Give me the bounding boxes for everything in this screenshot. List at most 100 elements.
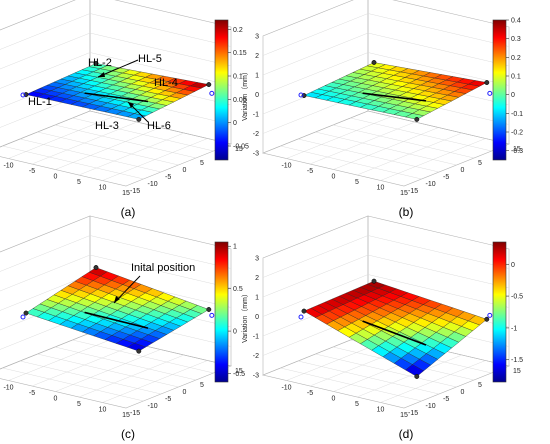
grid-line: [0, 235, 91, 272]
x-tick-label: -10: [281, 385, 291, 392]
initial-marker: [487, 90, 493, 96]
corner-marker: [136, 116, 142, 122]
grid-line: [367, 32, 510, 67]
colorbar-tick-label: 0: [233, 329, 237, 336]
initial-marker: [487, 312, 493, 318]
x-tick-label: -10: [281, 163, 291, 170]
x-tick-label: 0: [54, 174, 58, 181]
grid-line: [262, 13, 369, 56]
corner-marker: [371, 60, 377, 65]
leader-hl-5: [97, 59, 139, 78]
grid-line: [262, 254, 369, 298]
corner-marker: [93, 60, 99, 66]
colorbar: [214, 19, 229, 161]
z-tick-label: 1: [255, 73, 259, 80]
panel-caption: (c): [121, 427, 135, 441]
corner-marker: [23, 310, 29, 316]
colorbar-tick-label: 0.2: [511, 55, 521, 62]
colorbar-tick-label: -0.2: [511, 130, 523, 137]
x-tick-label: 5: [77, 401, 81, 408]
y-tick-label: -15: [130, 188, 140, 195]
grid-line: [262, 52, 369, 95]
y-tick-label: -5: [443, 396, 449, 403]
colorbar-tick-label: 0.5: [233, 286, 243, 293]
x-tick-label: 0: [54, 396, 58, 403]
z-tick-label: 2: [255, 275, 259, 282]
x-tick-label: -5: [307, 390, 313, 397]
x-tick-label: 15: [122, 190, 130, 197]
colorbar-tick-label: -0.5: [511, 294, 523, 301]
z-tick-label: -3: [253, 151, 259, 158]
grid-line: [262, 274, 369, 317]
colorbar-tick-label: 0: [233, 120, 237, 127]
colorbar-tick-label: -0.3: [511, 148, 523, 155]
y-tick-label: -10: [426, 181, 436, 188]
corner-marker: [206, 82, 212, 87]
grid-line: [367, 254, 510, 289]
x-tick-label: 0: [332, 396, 336, 403]
x-tick-label: 5: [355, 179, 359, 186]
y-tick-label: 5: [200, 160, 204, 167]
colorbar-tick-label: 0.1: [233, 74, 243, 81]
grid-line: [89, 32, 232, 67]
y-tick-label: 0: [183, 389, 187, 396]
colorbar-tick-label: -0.05: [233, 144, 249, 151]
grid-line: [37, 353, 179, 388]
grid-line: [262, 235, 369, 278]
x-tick-label: 0: [332, 174, 336, 181]
y-tick-label: 15: [513, 368, 521, 375]
corner-marker: [484, 80, 490, 85]
grid-line: [89, 52, 232, 86]
x-tick-label: 15: [400, 190, 408, 197]
label-hl-6: HL-6: [147, 120, 171, 132]
z-tick-label: -2: [253, 131, 259, 138]
panel-a-annotations: HL-1 HL-2 HL-5 HL-4 HL-3 HL-6: [28, 53, 178, 132]
x-tick-label: 10: [99, 407, 107, 414]
grid-line: [280, 145, 422, 180]
colorbar-tick-label: 0.15: [233, 50, 247, 57]
x-tick-label: 15: [400, 412, 408, 419]
grid-line: [315, 131, 457, 166]
z-tick-label: -3: [253, 373, 259, 380]
colorbar-tick-label: 0.3: [511, 36, 521, 43]
grid-line: [0, 52, 91, 89]
crease-line: [362, 320, 427, 346]
panel-caption: (d): [399, 427, 414, 441]
y-tick-label: -10: [426, 403, 436, 410]
x-tick-label: -5: [29, 390, 35, 397]
y-tick-label: 15: [235, 146, 243, 153]
panel-c-annotations: Inital position: [113, 262, 195, 304]
y-tick-label: -15: [408, 188, 418, 195]
y-tick-label: 0: [461, 167, 465, 174]
colorbar-tick-label: 0.2: [233, 27, 243, 34]
label-hl-1: HL-1: [28, 96, 52, 108]
x-tick-label: -5: [29, 168, 35, 175]
grid-line: [37, 131, 179, 166]
initial-marker: [209, 90, 215, 96]
grid-line: [297, 138, 440, 173]
colorbar-tick-label: 0.1: [511, 74, 521, 81]
crease-line: [84, 92, 149, 103]
colorbar-tick-label: 1: [233, 244, 237, 251]
z-tick-label: 0: [255, 314, 259, 321]
panel-caption: (a): [121, 205, 136, 219]
grid-line: [89, 13, 232, 47]
y-tick-label: -5: [165, 396, 171, 403]
label-hl-5: HL-5: [138, 53, 162, 65]
colorbar-tick-label: -0.5: [233, 371, 245, 378]
grid-line: [367, 52, 510, 86]
x-tick-label: -10: [3, 385, 13, 392]
crease-line: [362, 92, 427, 102]
panel-c: 3210-1-2-3Variation（mm）-10-5051015-15-10…: [0, 215, 245, 441]
label-inital-position: Inital position: [131, 262, 195, 274]
z-tick-label: -1: [253, 334, 259, 341]
z-tick-label: 0: [255, 92, 259, 99]
corner-marker: [484, 316, 490, 322]
initial-marker: [209, 312, 215, 318]
x-tick-label: 10: [99, 185, 107, 192]
crease-line: [84, 311, 149, 329]
initial-marker: [298, 314, 304, 320]
z-tick-label: 1: [255, 295, 259, 302]
initial-marker: [20, 92, 26, 98]
